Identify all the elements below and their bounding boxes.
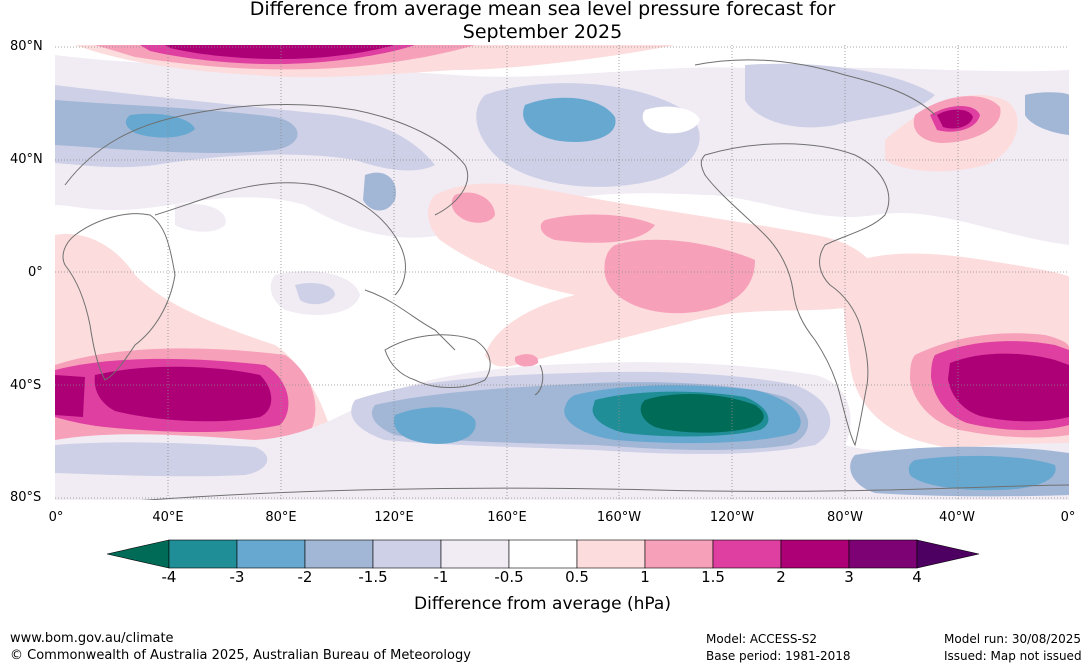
colorbar-swatch (576, 539, 646, 569)
colorbar-swatch (168, 539, 238, 569)
colorbar-tick: -1 (433, 568, 449, 586)
footer-copyright: © Commonwealth of Australia 2025, Austra… (10, 648, 471, 663)
equatorial-negative-patches (175, 203, 360, 315)
colorbar-swatch (508, 539, 578, 569)
north-atlantic-positive-anomaly (885, 94, 1018, 172)
colorbar-tick: 1.5 (701, 568, 725, 586)
colorbar-tick: -0.5 (494, 568, 524, 586)
arctic-positive-anomaly (75, 45, 675, 78)
colorbar-tick: -1.5 (358, 568, 388, 586)
colorbar (106, 539, 980, 569)
lat-label-40n: 40°N (10, 152, 43, 167)
lon-label-80e: 80°E (265, 510, 297, 525)
colorbar-tick: -2 (297, 568, 313, 586)
lon-label-40e: 40°E (152, 510, 184, 525)
colorbar-tick: 0.5 (565, 568, 589, 586)
footer-base-period: Base period: 1981-2018 (706, 649, 851, 663)
colorbar-label: Difference from average (hPa) (414, 594, 671, 614)
colorbar-tick: -4 (161, 568, 177, 586)
colorbar-tick: 2 (776, 568, 786, 586)
lat-label-40s: 40°S (10, 378, 42, 393)
lon-label-120e: 120°E (374, 510, 414, 525)
lon-label-40w: 40°W (939, 510, 975, 525)
colorbar-swatch (780, 539, 850, 569)
gridlines (55, 45, 1069, 500)
footer-model-run: Model run: 30/08/2025 (944, 632, 1082, 646)
tropical-pacific-positive-anomaly (428, 183, 879, 367)
footer-issued: Issued: Map not issued (944, 649, 1082, 663)
map-title-line1: Difference from average mean sea level p… (249, 0, 836, 20)
colorbar-swatch (372, 539, 442, 569)
lon-label-160w: 160°W (596, 510, 642, 525)
colorbar-swatch (712, 539, 782, 569)
lat-label-80s: 80°S (10, 490, 42, 505)
colorbar-tick: -3 (229, 568, 245, 586)
southern-positive-anomalies (55, 234, 1069, 465)
colorbar-swatch (236, 539, 306, 569)
footer-website: www.bom.gov.au/climate (10, 631, 174, 646)
colorbar-arrow-high (916, 539, 980, 569)
colorbar-swatch (644, 539, 714, 569)
colorbar-swatch (440, 539, 510, 569)
pressure-anomaly-map (55, 45, 1069, 500)
colorbar-tick: 3 (844, 568, 854, 586)
coastlines (62, 59, 1069, 500)
lon-label-80w: 80°W (827, 510, 863, 525)
north-negative-anomalies (55, 55, 1069, 245)
colorbar-swatch (848, 539, 918, 569)
footer-model: Model: ACCESS-S2 (706, 632, 818, 646)
lon-label-0-east: 0° (1060, 510, 1076, 525)
southern-ocean-negative-anomaly (55, 362, 1069, 500)
colorbar-arrow-low (106, 539, 170, 569)
map-title-line2: September 2025 (462, 21, 623, 43)
colorbar-tick: 1 (640, 568, 650, 586)
lon-label-160e: 160°E (487, 510, 527, 525)
colorbar-swatch (304, 539, 374, 569)
lon-label-0: 0° (48, 510, 64, 525)
lat-label-80n: 80°N (10, 39, 43, 54)
lon-label-120w: 120°W (709, 510, 755, 525)
lat-label-eq: 0° (28, 265, 43, 280)
colorbar-tick: 4 (912, 568, 922, 586)
